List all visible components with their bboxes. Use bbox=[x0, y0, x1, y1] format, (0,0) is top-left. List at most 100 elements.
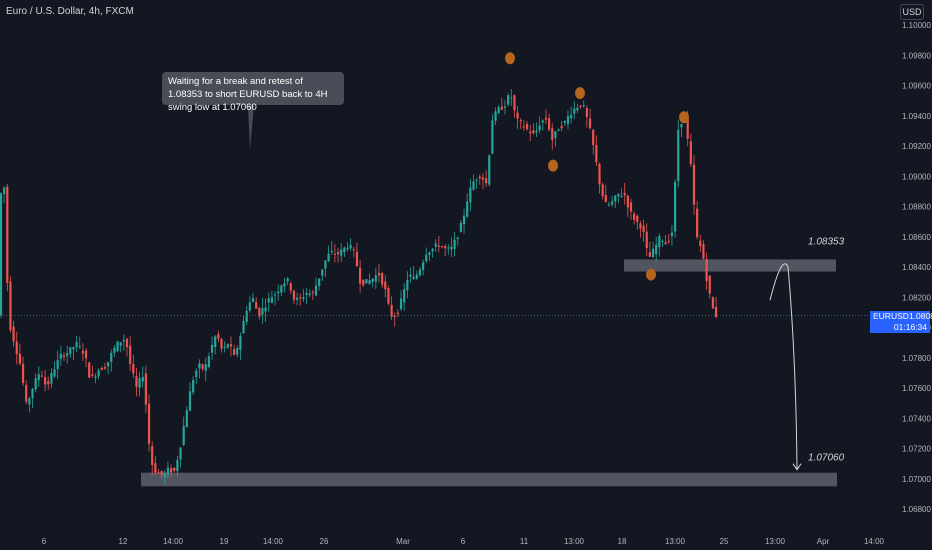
candle-body bbox=[466, 201, 469, 217]
candle-body bbox=[138, 378, 141, 388]
price-tick-label: 1.07000 bbox=[902, 475, 931, 484]
candle bbox=[371, 277, 374, 288]
candle bbox=[299, 293, 302, 306]
candle bbox=[283, 277, 286, 293]
candle-body bbox=[179, 447, 182, 460]
candle-body bbox=[305, 293, 308, 296]
candle bbox=[173, 467, 176, 473]
candle bbox=[40, 370, 44, 378]
candle-body bbox=[390, 304, 393, 317]
candle-body bbox=[311, 291, 314, 293]
candle-body bbox=[113, 347, 116, 354]
candle-body bbox=[365, 279, 368, 284]
candle-body bbox=[9, 281, 12, 331]
price-tick-label: 1.08400 bbox=[902, 263, 931, 272]
candle-body bbox=[529, 131, 532, 134]
candle bbox=[352, 246, 355, 258]
candle bbox=[28, 396, 31, 413]
candle-body bbox=[702, 244, 705, 259]
candle-body bbox=[579, 105, 582, 107]
candle-body bbox=[418, 269, 422, 276]
candle-body bbox=[163, 472, 166, 478]
candle bbox=[696, 200, 699, 240]
candle bbox=[560, 121, 563, 132]
candle-body bbox=[286, 278, 289, 282]
candle bbox=[507, 93, 510, 107]
candle bbox=[648, 241, 651, 257]
candle-body bbox=[544, 118, 548, 120]
candle-body bbox=[324, 260, 327, 269]
candle-body bbox=[431, 248, 434, 252]
candle bbox=[532, 123, 535, 135]
candle-body bbox=[28, 398, 31, 405]
candle-body bbox=[201, 364, 204, 370]
candle bbox=[119, 342, 122, 353]
candle-body bbox=[371, 278, 374, 283]
candle bbox=[349, 238, 352, 251]
price-tick-label: 1.08800 bbox=[902, 203, 931, 212]
candle-body bbox=[576, 107, 579, 111]
candle-body bbox=[132, 364, 135, 374]
candle bbox=[267, 292, 270, 313]
candle-body bbox=[598, 163, 601, 185]
candle-body bbox=[588, 118, 592, 129]
candle bbox=[210, 336, 214, 361]
candle-body bbox=[566, 116, 570, 124]
candle bbox=[620, 188, 623, 198]
candle bbox=[204, 357, 207, 381]
candle bbox=[220, 337, 223, 353]
candle-body bbox=[377, 272, 381, 276]
candle bbox=[66, 345, 69, 364]
price-axis[interactable]: 1.10000 1.09800 1.09600 1.09400 1.09200 1.090… bbox=[902, 21, 931, 514]
candles-layer bbox=[0, 89, 718, 486]
candle-body bbox=[15, 341, 18, 355]
candle-body bbox=[711, 297, 714, 309]
candle-body bbox=[110, 352, 113, 362]
annotation-callout[interactable]: Waiting for a break and retest of 1.0835… bbox=[162, 72, 344, 113]
candle-body bbox=[31, 388, 34, 399]
candle-body bbox=[233, 349, 236, 355]
candle bbox=[207, 352, 210, 369]
candle-body bbox=[651, 248, 655, 258]
candle-body bbox=[21, 363, 25, 383]
time-axis[interactable]: 6 12 14:00 19 14:00 26 Mar 6 11 13:00 18 13:00 25 13:… bbox=[42, 537, 885, 546]
candle-body bbox=[157, 472, 160, 474]
candle-body bbox=[176, 459, 179, 472]
candle-body bbox=[166, 467, 170, 475]
candle bbox=[0, 192, 3, 319]
time-tick-label: 18 bbox=[618, 537, 627, 546]
candle bbox=[374, 267, 377, 290]
candle bbox=[343, 246, 346, 257]
candle bbox=[639, 220, 642, 238]
candle bbox=[601, 182, 604, 200]
candle bbox=[311, 289, 314, 300]
candle-body bbox=[40, 375, 44, 377]
candle-body bbox=[393, 316, 396, 318]
price-tick-label: 1.09600 bbox=[902, 82, 931, 91]
candle bbox=[566, 110, 570, 129]
candle bbox=[280, 284, 283, 296]
candle bbox=[585, 105, 588, 128]
candle-body bbox=[103, 367, 107, 369]
candle bbox=[170, 464, 173, 477]
candle bbox=[425, 247, 428, 264]
candle bbox=[579, 105, 582, 109]
candle-body bbox=[242, 320, 245, 334]
candle bbox=[50, 368, 53, 389]
candle-body bbox=[642, 225, 645, 232]
candle-body bbox=[412, 276, 415, 279]
swing-point bbox=[575, 87, 585, 100]
candle-body bbox=[236, 348, 239, 355]
swing-point bbox=[505, 52, 515, 65]
zone-1.07060 bbox=[141, 472, 837, 487]
candle-body bbox=[510, 97, 513, 99]
candle bbox=[381, 271, 384, 288]
candle-body bbox=[292, 290, 296, 300]
currency-button[interactable]: USD bbox=[900, 4, 924, 20]
candle-body bbox=[497, 107, 500, 114]
candle-body bbox=[229, 344, 233, 347]
candle-body bbox=[485, 178, 488, 184]
swing-point bbox=[646, 268, 656, 281]
candle bbox=[157, 469, 160, 474]
